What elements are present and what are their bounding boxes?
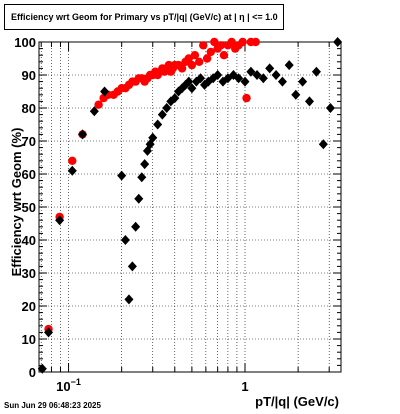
black-data-point (157, 109, 167, 120)
x-axis-label: pT/|q| (GeV/c) (255, 394, 339, 409)
red-data-point (216, 41, 226, 50)
black-data-point (120, 235, 130, 245)
red-data-point (184, 54, 193, 63)
black-data-point (134, 193, 144, 204)
y-tick-label: 30 (22, 266, 36, 281)
black-data-point (89, 106, 99, 117)
x-tick-label: 1 (241, 379, 248, 394)
black-data-point (140, 159, 150, 170)
red-data-point (202, 54, 212, 63)
red-data-point (199, 41, 208, 50)
y-axis-label: Efficiency wrt Geom (%) (9, 128, 24, 277)
y-tick-label: 50 (22, 200, 36, 215)
black-data-point (162, 103, 172, 113)
black-data-point (55, 215, 65, 226)
y-tick-label: 70 (22, 134, 36, 149)
black-data-point (184, 76, 194, 87)
red-data-point (206, 47, 216, 57)
black-data-point (265, 63, 275, 74)
black-data-point (318, 139, 328, 150)
red-data-point (68, 156, 77, 165)
black-data-point (124, 294, 134, 305)
black-data-point (213, 70, 223, 80)
black-data-point (153, 119, 163, 130)
black-data-point (304, 96, 314, 107)
black-data-point (187, 83, 197, 94)
red-data-point (187, 60, 197, 70)
black-data-point (333, 37, 343, 47)
black-data-point (131, 221, 141, 232)
black-data-point (298, 76, 308, 87)
y-tick-label: 80 (22, 101, 36, 116)
black-data-point (117, 170, 127, 181)
y-tick-label: 90 (22, 68, 36, 83)
red-data-point (238, 37, 247, 47)
black-data-point (258, 73, 268, 84)
y-tick-label: 0 (29, 365, 36, 380)
black-data-point (196, 73, 206, 84)
red-data-point (242, 93, 251, 103)
black-data-point (44, 327, 54, 338)
data-points (37, 37, 343, 374)
black-data-point (148, 132, 158, 143)
red-data-point (194, 57, 204, 66)
black-data-point (100, 86, 110, 97)
red-data-point (219, 51, 229, 60)
chart-title: Efficiency wrt Geom for Primary vs pT/|q… (11, 12, 278, 22)
y-tick-label: 60 (22, 167, 36, 182)
y-tick-label: 40 (22, 233, 36, 248)
x-tick-label: 10−1 (56, 377, 81, 394)
title-box: Efficiency wrt Geom for Primary vs pT/|q… (4, 4, 284, 30)
black-data-point (67, 165, 77, 176)
y-tick-label: 20 (22, 299, 36, 314)
black-data-point (170, 93, 180, 104)
black-data-point (284, 60, 294, 71)
red-data-point (210, 37, 219, 47)
red-data-point (190, 51, 200, 60)
axes: 0 10 20 30 40 50 60 70 80 90 100 10−1 1 (14, 35, 341, 394)
black-data-point (137, 172, 147, 183)
red-data-point (227, 37, 236, 47)
black-data-point (311, 66, 321, 77)
black-data-point (271, 70, 281, 80)
black-data-point (325, 103, 335, 113)
black-data-point (246, 66, 256, 77)
timestamp: Sun Jun 29 06:48:23 2025 (4, 401, 101, 410)
black-data-point (78, 129, 88, 140)
black-data-point (37, 363, 47, 374)
black-data-point (240, 76, 250, 87)
red-data-point (251, 37, 260, 47)
red-data-point (94, 100, 103, 109)
red-data-point (177, 64, 187, 73)
black-data-point (277, 76, 287, 87)
black-data-point (127, 261, 137, 272)
y-tick-label: 100 (14, 35, 36, 50)
black-data-point (291, 89, 301, 100)
black-data-point (234, 73, 244, 84)
y-tick-label: 10 (22, 332, 36, 347)
black-data-point (252, 70, 262, 80)
